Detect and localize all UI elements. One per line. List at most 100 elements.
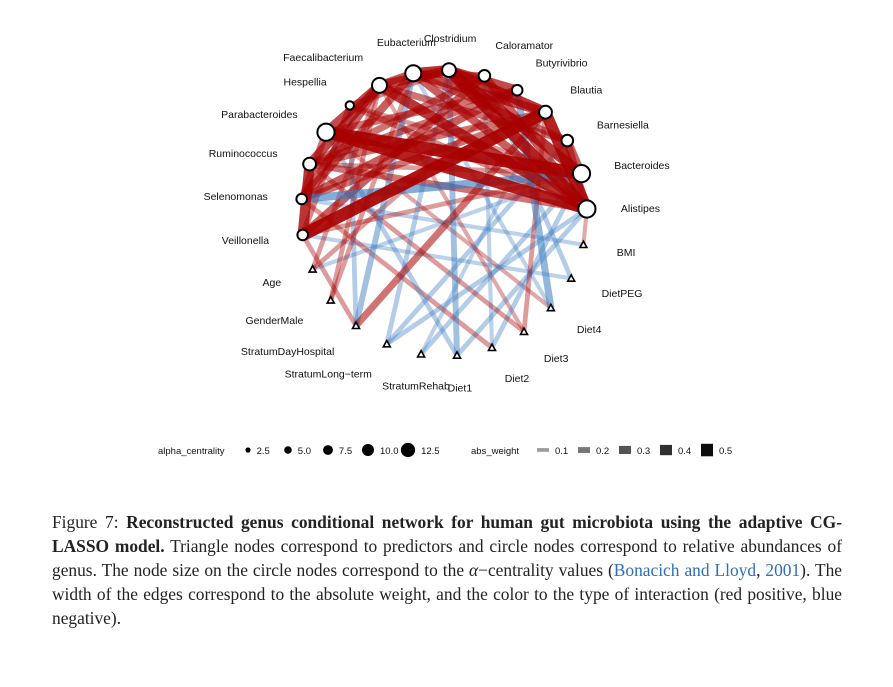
- citation-year-link[interactable]: 2001: [765, 560, 801, 580]
- node-veillonella: [296, 228, 310, 242]
- network-edges: [297, 64, 593, 357]
- legend-centrality-dot: [362, 444, 374, 456]
- label-barnesiella: Barnesiella: [597, 119, 649, 131]
- node-faecalibacterium: [371, 76, 388, 94]
- label-blautia: Blautia: [570, 85, 602, 97]
- node-diet4: [546, 302, 556, 312]
- label-age: Age: [263, 277, 282, 289]
- edge-blautia-alistipes: [540, 109, 593, 212]
- label-hespellia: Hespellia: [283, 76, 326, 88]
- legend-centrality-dot: [284, 446, 292, 454]
- legend-centrality-label: 12.5: [421, 446, 440, 457]
- legend-weight-title: abs_weight: [471, 446, 519, 457]
- node-selenomonas: [295, 192, 309, 206]
- legend-weight-swatch: [619, 445, 631, 454]
- legend-centrality-items: 2.5 5.0 7.5 10.0 12.5: [245, 442, 440, 458]
- network-nodes: [295, 62, 597, 360]
- label-bacteroides: Bacteroides: [614, 160, 669, 172]
- label-gendermale: GenderMale: [246, 315, 304, 327]
- edge-eubacterium-gendermale: [328, 72, 416, 302]
- node-hespellia: [344, 100, 355, 111]
- caption-text-3: ). The width of the edges correspond to …: [52, 560, 843, 628]
- node-bacteroides: [571, 164, 592, 184]
- legend-weight-swatch: [578, 447, 590, 453]
- legend-weight-swatch: [660, 444, 672, 456]
- alpha-symbol: α: [469, 560, 479, 580]
- node-age: [307, 264, 318, 273]
- label-dietpeg: DietPEG: [602, 288, 643, 300]
- label-eubacterium: Eubacterium: [377, 37, 436, 49]
- legend-centrality-dot: [323, 445, 333, 455]
- caption-text-2: −centrality values (: [478, 560, 614, 580]
- edge-alistipes-stratumlong-term: [385, 207, 589, 346]
- figure-label: Figure 7:: [52, 512, 119, 532]
- node-ruminococcus: [302, 156, 318, 172]
- edge-clostridium-blautia: [446, 65, 548, 117]
- edge-veillonella-stratumdayhospital: [300, 233, 359, 327]
- legend-weight-label: 0.4: [678, 446, 691, 457]
- node-alistipes: [577, 199, 597, 219]
- legend-centrality-dot: [400, 442, 416, 458]
- label-parabacteroides: Parabacteroides: [221, 109, 297, 121]
- node-barnesiella: [560, 133, 575, 148]
- label-veillonella: Veillonella: [222, 235, 269, 247]
- legend-weight-label: 0.1: [555, 446, 568, 457]
- legend-weight-swatch: [701, 443, 713, 457]
- legend-weight-label: 0.5: [719, 446, 732, 457]
- node-dietpeg: [566, 273, 577, 283]
- label-clostridium: Clostridium: [424, 33, 477, 45]
- edge-veillonella-dietpeg: [302, 232, 572, 281]
- node-labels: Clostridium Caloramator Butyrivibrio Blauti…: [204, 33, 670, 394]
- legend-weight-label: 0.3: [637, 446, 650, 457]
- node-blautia: [538, 104, 553, 120]
- label-stratumrehab: StratumRehab: [382, 381, 450, 393]
- edge-faecalibacterium-diet3: [377, 84, 526, 333]
- legend-centrality-label: 2.5: [257, 446, 270, 457]
- edge-parabacteroides-diet4: [324, 130, 553, 310]
- node-diet2: [487, 342, 497, 352]
- edge-clostridium-alistipes: [444, 66, 591, 214]
- label-caloramator: Caloramator: [495, 40, 553, 52]
- edge-alistipes-diet1: [455, 207, 589, 357]
- figure-caption: Figure 7: Reconstructed genus conditiona…: [52, 510, 842, 630]
- label-alistipes: Alistipes: [621, 203, 660, 215]
- legend-weight-label: 0.2: [596, 446, 609, 457]
- legend-centrality-dot: [245, 447, 251, 453]
- legend: alpha_centrality 2.5 5.0 7.5 10.0 12.5 abs_w…: [158, 442, 732, 458]
- legend-centrality-title: alpha_centrality: [158, 446, 225, 457]
- legend-weight-items: 0.1 0.2 0.3 0.4 0.5: [537, 443, 732, 457]
- label-bmi: BMI: [617, 247, 636, 259]
- legend-weight-swatch: [537, 448, 549, 452]
- node-parabacteroides: [316, 122, 336, 142]
- network-figure: Clostridium Caloramator Butyrivibrio Blauti…: [158, 33, 732, 458]
- citation-separator: ,: [756, 560, 766, 580]
- edge-caloramator-diet2: [482, 75, 495, 348]
- edge-veillonella-blautia: [299, 106, 549, 241]
- node-stratumrehab: [416, 349, 426, 358]
- label-diet4: Diet4: [577, 324, 602, 336]
- edge-faecalibacterium-ruminococcus: [306, 82, 383, 168]
- label-diet3: Diet3: [544, 353, 569, 365]
- legend-centrality-label: 7.5: [339, 446, 352, 457]
- node-bmi: [578, 239, 589, 249]
- node-stratumlong-term: [381, 338, 392, 348]
- citation-authors-link[interactable]: Bonacich and Lloyd: [613, 560, 757, 580]
- node-diet3: [519, 326, 529, 336]
- label-faecalibacterium: Faecalibacterium: [283, 52, 363, 64]
- node-caloramator: [477, 69, 492, 83]
- label-butyrivibrio: Butyrivibrio: [536, 58, 588, 70]
- label-diet2: Diet2: [505, 373, 530, 385]
- legend-centrality-label: 10.0: [380, 446, 399, 457]
- node-gendermale: [325, 295, 336, 304]
- caption-text-1: Triangle nodes correspond to predictors …: [52, 536, 842, 580]
- caption-title: Reconstructed genus conditional network …: [52, 512, 842, 556]
- node-eubacterium: [404, 64, 423, 83]
- label-ruminococcus: Ruminococcus: [209, 148, 278, 160]
- node-diet1: [452, 350, 462, 360]
- label-selenomonas: Selenomonas: [204, 191, 268, 203]
- label-stratumdayhospital: StratumDayHospital: [241, 346, 334, 358]
- label-stratumlong-term: StratumLong−term: [285, 368, 373, 380]
- node-butyrivibrio: [510, 83, 524, 97]
- node-stratumdayhospital: [351, 320, 361, 330]
- node-clostridium: [441, 62, 457, 78]
